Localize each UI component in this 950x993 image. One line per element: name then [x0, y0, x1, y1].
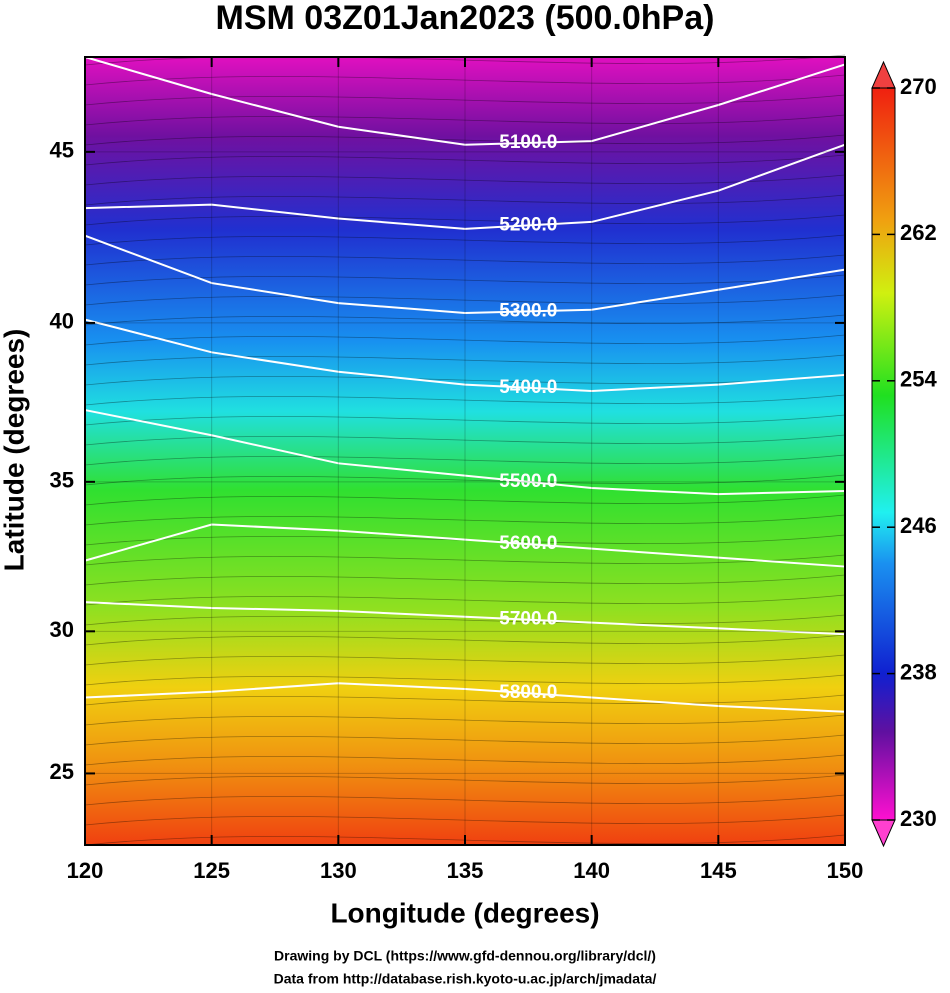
- streamline: [84, 774, 846, 786]
- colorbar-tick-label: 270: [900, 74, 937, 99]
- chart-title: MSM 03Z01Jan2023 (500.0hPa): [216, 0, 715, 37]
- contour-label: 5700.0: [499, 609, 557, 630]
- x-tick-label: 135: [447, 858, 484, 883]
- streamline: [84, 574, 846, 586]
- contour-label: 5500.0: [499, 471, 557, 492]
- streamline: [84, 94, 846, 106]
- streamline: [84, 834, 846, 846]
- contour-line: [84, 318, 846, 392]
- x-tick-label: 125: [193, 858, 230, 883]
- x-tick-label: 150: [827, 858, 864, 883]
- x-tick-label: 145: [700, 858, 737, 883]
- contour-line: [84, 682, 846, 713]
- streamline: [84, 214, 846, 226]
- contour-label: 5800.0: [499, 682, 557, 703]
- streamline: [84, 694, 846, 706]
- x-tick-label: 140: [573, 858, 610, 883]
- contour-line: [84, 409, 846, 496]
- contour-label: 5200.0: [499, 214, 557, 235]
- streamline: [84, 194, 846, 206]
- streamline: [84, 794, 846, 806]
- colorbar-tick-label: 230: [900, 806, 937, 831]
- x-tick-label: 130: [320, 858, 357, 883]
- streamline: [84, 654, 846, 666]
- contour-line: [84, 523, 846, 568]
- streamline: [84, 494, 846, 506]
- streamline: [84, 674, 846, 686]
- temperature-field: [85, 57, 845, 845]
- x-axis-label: Longitude (degrees): [330, 897, 599, 928]
- streamline: [84, 474, 846, 486]
- streamline: [84, 614, 846, 626]
- streamline: [84, 294, 846, 306]
- contour-label: 5400.0: [499, 377, 557, 398]
- streamline: [84, 554, 846, 566]
- colorbar-tick-label: 262: [900, 220, 937, 245]
- streamline: [84, 814, 846, 826]
- streamline: [84, 354, 846, 366]
- streamline: [84, 734, 846, 746]
- streamline: [84, 114, 846, 126]
- colorbar-extend-top: [871, 60, 896, 89]
- colorbar-extend-bottom: [871, 819, 896, 848]
- streamline: [84, 394, 846, 406]
- contour-line: [84, 56, 846, 146]
- streamline: [84, 74, 846, 86]
- contour-label: 5300.0: [499, 300, 557, 321]
- wind-streamlines: [84, 54, 846, 846]
- streamline: [84, 634, 846, 646]
- streamline: [84, 174, 846, 186]
- streamline: [84, 414, 846, 426]
- contour-line: [84, 143, 846, 230]
- plot-area: 5100.0 5200.0 5300.0 5400.0 5500.0 5600.0 5700…: [84, 56, 846, 713]
- streamline: [84, 754, 846, 766]
- streamline: [84, 254, 846, 266]
- x-tick-label: 120: [67, 858, 104, 883]
- streamline: [84, 374, 846, 386]
- credit: Data from http://database.rish.kyoto-u.a…: [274, 971, 657, 987]
- colorbar-tick-label: 254: [900, 367, 937, 392]
- streamline: [84, 594, 846, 606]
- contour-line: [84, 234, 846, 315]
- streamline: [84, 514, 846, 526]
- credit: Drawing by DCL (https://www.gfd-dennou.o…: [274, 948, 656, 964]
- colorbar-tick-label: 238: [900, 659, 937, 684]
- streamline: [84, 714, 846, 726]
- colorbar-tick-label: 246: [900, 513, 937, 538]
- streamline: [84, 334, 846, 346]
- y-tick-label: 40: [50, 309, 74, 334]
- y-tick-label: 35: [50, 468, 74, 493]
- streamline: [84, 154, 846, 166]
- streamline: [84, 274, 846, 286]
- streamline: [84, 314, 846, 326]
- streamline: [84, 434, 846, 446]
- y-tick-label: 45: [50, 138, 74, 163]
- streamline: [84, 134, 846, 146]
- colorbar: [871, 87, 896, 821]
- contour-label: 5600.0: [499, 533, 557, 554]
- y-axis-label: Latitude (degrees): [0, 329, 29, 572]
- streamline: [84, 454, 846, 466]
- contour-label: 5100.0: [499, 132, 557, 153]
- contour-line: [84, 601, 846, 636]
- streamline: [84, 234, 846, 246]
- y-tick-label: 30: [50, 617, 74, 642]
- y-tick-label: 25: [50, 759, 74, 784]
